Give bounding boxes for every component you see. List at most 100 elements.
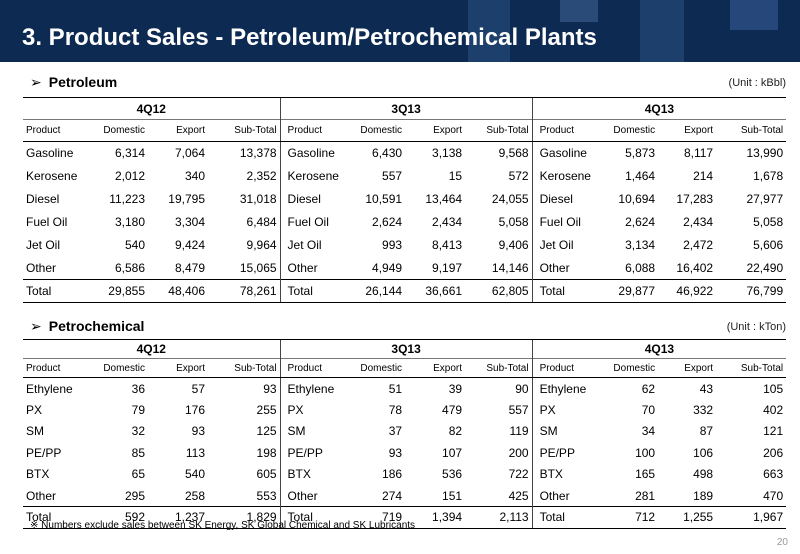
value-cell: 993	[382, 238, 403, 252]
column-header: Domestic	[592, 119, 659, 142]
value-cell: 2,624	[625, 215, 656, 229]
value-cell: 2,624	[372, 215, 403, 229]
value-cell: 498	[693, 467, 714, 482]
petroleum-heading: ➢ Petroleum	[30, 74, 118, 90]
value-cell: 2,012	[114, 169, 145, 183]
table-row: SM 32 93 125 SM 37 82 119 SM 34 87 121	[23, 420, 786, 442]
value-cell: 3,138	[432, 146, 463, 161]
value-cell: 13,990	[746, 146, 784, 161]
value-cell: 5,606	[753, 238, 784, 252]
value-cell: 592	[83, 506, 148, 529]
product-cell: Other	[26, 488, 57, 503]
value-cell: 719	[340, 506, 406, 529]
value-cell: 536	[442, 467, 463, 482]
value-cell: 93	[263, 381, 277, 396]
product-cell: Jet Oil	[531, 233, 593, 257]
value-cell: 76,799	[716, 279, 787, 303]
product-cell: Ethylene	[26, 381, 73, 396]
product-cell: Total	[279, 506, 341, 529]
value-cell: 27,977	[746, 192, 784, 206]
product-cell: Total	[531, 279, 593, 303]
value-cell: 15	[448, 169, 463, 183]
product-cell: SM	[279, 420, 341, 442]
value-cell: 13,378	[239, 146, 277, 161]
value-cell: 1,678	[753, 169, 784, 183]
value-cell: 16,402	[676, 260, 714, 275]
value-cell: 100	[635, 445, 656, 460]
column-header: Product	[531, 119, 593, 142]
value-cell: 31,018	[239, 192, 277, 206]
table-row: Kerosene 2,012 340 2,352 Kerosene 557 15 572 Ker…	[23, 164, 786, 188]
banner-tile	[560, 0, 598, 22]
value-cell: 8,479	[174, 260, 205, 275]
value-cell: 3,180	[114, 215, 145, 229]
product-cell: Jet Oil	[279, 233, 341, 257]
quarter-label: 4Q13	[531, 97, 787, 120]
value-cell: 36,661	[405, 279, 466, 303]
column-header: Product	[531, 358, 593, 378]
value-cell: 189	[693, 488, 714, 503]
total-row: Total 592 1,237 1,829 Total 719 1,394 2,113 Tota…	[23, 506, 787, 529]
value-cell: 274	[382, 488, 403, 503]
value-cell: 540	[184, 467, 205, 482]
value-cell: 8,413	[432, 238, 463, 252]
product-cell: PX	[531, 399, 593, 421]
product-cell: Other	[279, 256, 341, 280]
value-cell: 85	[131, 445, 145, 460]
arrow-bullet-icon: ➢	[30, 318, 42, 334]
product-cell: Fuel Oil	[279, 210, 341, 234]
column-header: Export	[405, 358, 466, 378]
product-cell: Total	[23, 506, 83, 529]
value-cell: 1,237	[148, 506, 208, 529]
table-row: Other 295 258 553 Other 274 151 425 Other 281 189 4…	[23, 485, 786, 507]
value-cell: 36	[131, 381, 145, 396]
product-cell: Other	[26, 260, 57, 275]
product-cell: Gasoline	[279, 141, 341, 165]
product-cell: Diesel	[26, 192, 60, 206]
value-cell: 2,472	[683, 238, 714, 252]
column-header: Sub-Total	[208, 358, 281, 378]
value-cell: 572	[508, 169, 529, 183]
value-cell: 79	[131, 402, 145, 417]
value-cell: 37	[388, 424, 403, 439]
value-cell: 332	[693, 402, 714, 417]
value-cell: 9,197	[432, 260, 463, 275]
value-cell: 26,144	[340, 279, 406, 303]
column-header: Export	[405, 119, 466, 142]
value-cell: 722	[508, 467, 529, 482]
column-header: Domestic	[83, 358, 148, 378]
table-row: BTX 65 540 605 BTX 186 536 722 BTX 165 498 663	[23, 463, 786, 485]
value-cell: 206	[763, 445, 784, 460]
quarter-header-row: 4Q12 3Q13 4Q13	[23, 97, 787, 120]
product-cell: SM	[26, 424, 44, 439]
product-cell: Gasoline	[531, 141, 593, 165]
petrochemical-table: 4Q12 3Q13 4Q13 Product Domestic Export Sub-Tot…	[23, 339, 787, 529]
petrochemical-heading: ➢ Petrochemical	[30, 318, 145, 334]
quarter-label: 4Q13	[531, 339, 787, 359]
product-cell: PX	[26, 402, 43, 417]
value-cell: 557	[508, 402, 529, 417]
value-cell: 29,877	[592, 279, 659, 303]
column-header: Product	[23, 358, 83, 378]
value-cell: 32	[131, 424, 145, 439]
value-cell: 10,694	[618, 192, 656, 206]
value-cell: 51	[388, 381, 403, 396]
table-row: Other 6,586 8,479 15,065 Other 4,949 9,197 14,1…	[23, 256, 786, 280]
banner-tile	[730, 0, 778, 30]
value-cell: 1,255	[658, 506, 717, 529]
footnote: ※ Numbers exclude sales between SK Energ…	[30, 520, 416, 531]
column-header-row: Product Domestic Export Sub-Total Product Dom…	[23, 119, 787, 142]
value-cell: 113	[185, 445, 205, 460]
column-header: Sub-Total	[716, 358, 787, 378]
product-cell: SM	[531, 420, 593, 442]
value-cell: 165	[635, 467, 656, 482]
arrow-bullet-icon: ➢	[30, 74, 42, 90]
page-number: 20	[776, 537, 788, 548]
table-row: Jet Oil 540 9,424 9,964 Jet Oil 993 8,413 9,406…	[23, 233, 786, 257]
value-cell: 125	[256, 424, 277, 439]
product-cell: Ethylene	[531, 377, 593, 399]
product-cell: Diesel	[531, 187, 593, 211]
table-row: Fuel Oil 3,180 3,304 6,484 Fuel Oil 2,624 2,43…	[23, 210, 786, 234]
value-cell: 557	[382, 169, 403, 183]
value-cell: 78	[388, 402, 403, 417]
